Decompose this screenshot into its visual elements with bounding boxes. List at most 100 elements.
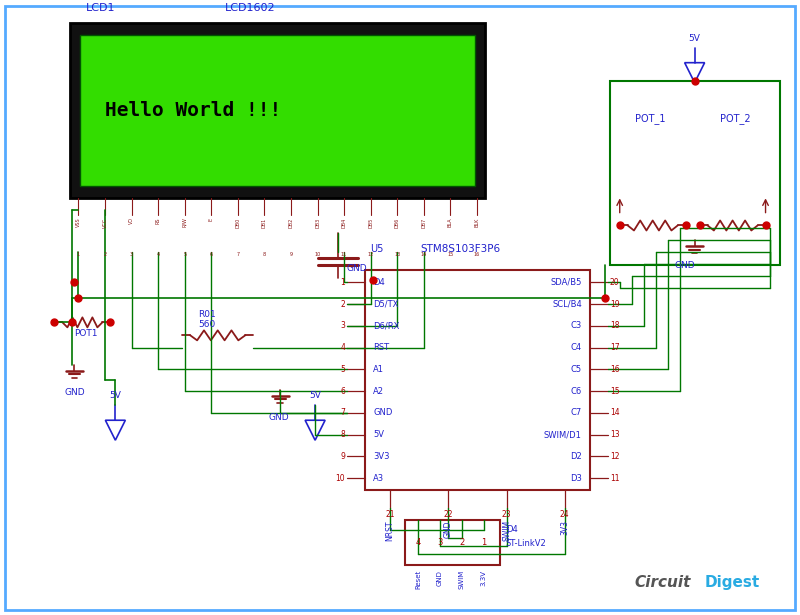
Text: 13: 13 xyxy=(610,430,619,439)
Text: 3V3: 3V3 xyxy=(560,520,570,535)
Text: VCC: VCC xyxy=(102,218,107,228)
Text: 5V: 5V xyxy=(110,391,122,400)
Text: GND: GND xyxy=(444,520,453,538)
Text: DB2: DB2 xyxy=(289,218,294,228)
Text: SDA/B5: SDA/B5 xyxy=(550,278,582,287)
Text: SWIM: SWIM xyxy=(459,570,465,589)
Text: DB7: DB7 xyxy=(422,218,426,228)
Text: POT_2: POT_2 xyxy=(720,113,750,124)
Text: D3: D3 xyxy=(570,474,582,483)
Text: D4: D4 xyxy=(373,278,385,287)
Text: GND: GND xyxy=(346,264,366,273)
Text: SCL/B4: SCL/B4 xyxy=(552,300,582,309)
Text: 4: 4 xyxy=(340,343,345,352)
Text: 4: 4 xyxy=(415,538,421,547)
Bar xyxy=(405,520,500,565)
Text: 21: 21 xyxy=(386,510,394,519)
Text: DB6: DB6 xyxy=(394,218,400,228)
Text: C4: C4 xyxy=(570,343,582,352)
Text: 14: 14 xyxy=(421,252,427,258)
Text: VSS: VSS xyxy=(76,218,81,227)
Text: 20: 20 xyxy=(610,278,619,287)
Text: A2: A2 xyxy=(373,387,384,395)
Text: 1: 1 xyxy=(340,278,345,287)
Text: 5V: 5V xyxy=(373,430,384,439)
Text: 5: 5 xyxy=(183,252,186,258)
Text: BLK: BLK xyxy=(474,218,479,227)
Text: 13: 13 xyxy=(394,252,400,258)
Text: 19: 19 xyxy=(610,300,619,309)
Text: DB0: DB0 xyxy=(235,218,240,228)
Text: 8: 8 xyxy=(263,252,266,258)
Text: 16: 16 xyxy=(610,365,619,374)
Text: 23: 23 xyxy=(502,510,511,519)
Text: GND: GND xyxy=(674,261,695,271)
Text: DB3: DB3 xyxy=(315,218,320,228)
Text: D2: D2 xyxy=(570,452,582,461)
Text: 10: 10 xyxy=(314,252,321,258)
Text: DB1: DB1 xyxy=(262,218,267,228)
Text: 7: 7 xyxy=(236,252,239,258)
Text: Reset: Reset xyxy=(415,570,421,589)
Bar xyxy=(80,34,475,186)
Text: C3: C3 xyxy=(570,322,582,330)
Text: Digest: Digest xyxy=(705,575,760,590)
Text: 3V3: 3V3 xyxy=(373,452,390,461)
Text: 8: 8 xyxy=(340,430,345,439)
Text: NRST: NRST xyxy=(386,520,394,541)
Text: 10: 10 xyxy=(335,474,345,483)
Text: 4: 4 xyxy=(157,252,160,258)
Text: 6: 6 xyxy=(210,252,213,258)
Text: VO: VO xyxy=(129,218,134,224)
Text: D5/TX: D5/TX xyxy=(373,300,398,309)
Text: A1: A1 xyxy=(373,365,384,374)
Text: E: E xyxy=(209,218,214,221)
Text: 6: 6 xyxy=(340,387,345,395)
Text: LCD1: LCD1 xyxy=(86,2,115,13)
Text: 3.3V: 3.3V xyxy=(481,570,487,586)
Bar xyxy=(365,271,590,490)
Text: 11: 11 xyxy=(341,252,347,258)
Text: 9: 9 xyxy=(290,252,293,258)
Text: R/W: R/W xyxy=(182,218,187,228)
Text: 16: 16 xyxy=(474,252,480,258)
Text: 3: 3 xyxy=(130,252,133,258)
Text: 3: 3 xyxy=(340,322,345,330)
Text: 11: 11 xyxy=(610,474,619,483)
Text: 5: 5 xyxy=(340,365,345,374)
Text: 14: 14 xyxy=(610,408,619,418)
Text: 7: 7 xyxy=(340,408,345,418)
Text: D6/RX: D6/RX xyxy=(373,322,399,330)
Text: 5V: 5V xyxy=(689,34,701,42)
Text: GND: GND xyxy=(65,388,85,397)
Text: 12: 12 xyxy=(367,252,374,258)
Text: 24: 24 xyxy=(560,510,570,519)
Text: RS: RS xyxy=(155,218,161,224)
Text: BLA: BLA xyxy=(448,218,453,227)
Text: GND: GND xyxy=(373,408,393,418)
Text: 15: 15 xyxy=(447,252,454,258)
Text: 2: 2 xyxy=(459,538,465,547)
Text: 18: 18 xyxy=(610,322,619,330)
Text: 17: 17 xyxy=(610,343,619,352)
Bar xyxy=(70,23,485,197)
Text: SWIM/D1: SWIM/D1 xyxy=(544,430,582,439)
Text: 1: 1 xyxy=(482,538,486,547)
Text: 2: 2 xyxy=(340,300,345,309)
Text: 560: 560 xyxy=(198,320,215,330)
Text: 22: 22 xyxy=(443,510,453,519)
Text: LCD1602: LCD1602 xyxy=(226,2,276,13)
Text: DB4: DB4 xyxy=(342,218,346,228)
Text: POT1: POT1 xyxy=(74,330,98,338)
Text: 5V: 5V xyxy=(309,391,321,400)
Text: STM8S103F3P6: STM8S103F3P6 xyxy=(420,244,500,255)
Text: C7: C7 xyxy=(570,408,582,418)
Text: RST: RST xyxy=(373,343,389,352)
Text: A3: A3 xyxy=(373,474,384,483)
Text: DB5: DB5 xyxy=(368,218,373,228)
Text: Hello World !!!: Hello World !!! xyxy=(106,101,282,120)
Text: ST-LinkV2: ST-LinkV2 xyxy=(506,539,546,548)
Text: 15: 15 xyxy=(610,387,619,395)
Text: U5: U5 xyxy=(370,244,383,255)
Text: GND: GND xyxy=(437,570,443,586)
